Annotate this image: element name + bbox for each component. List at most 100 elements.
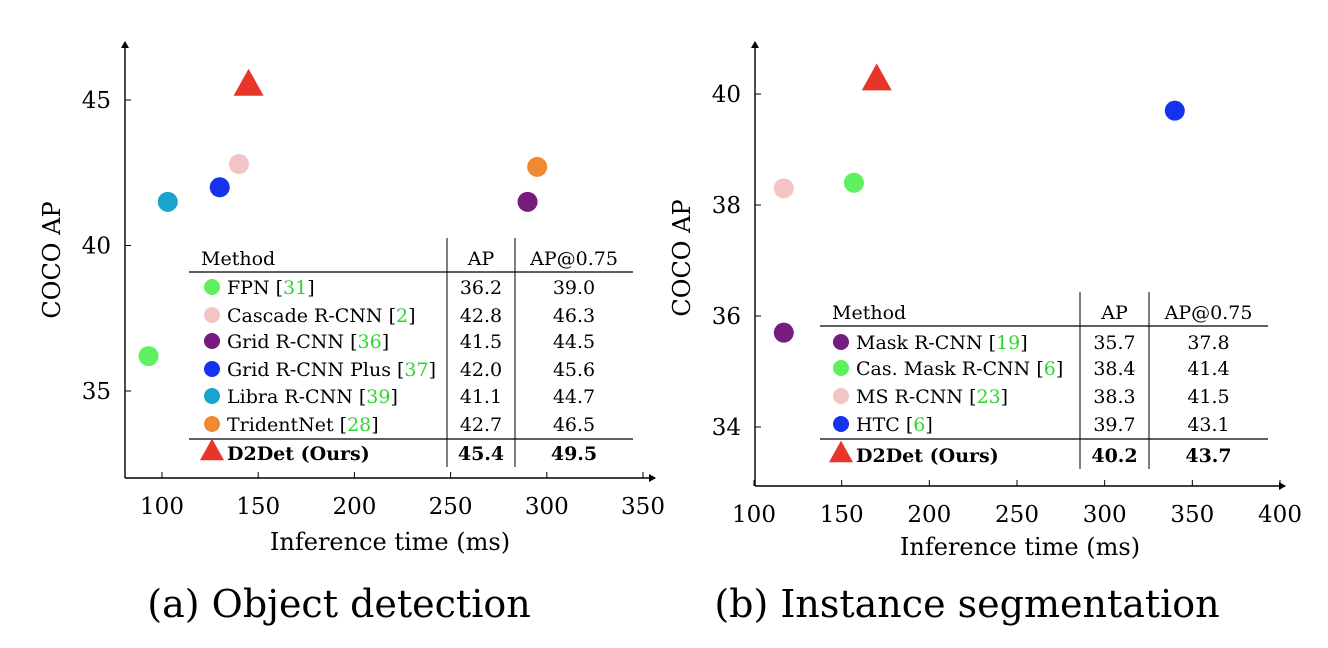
citation-ref: 31 — [283, 277, 307, 299]
table-ap75-value: 45.6 — [553, 359, 595, 381]
table-ap-value: 36.2 — [460, 277, 502, 299]
method-name-text: Grid R-CNN Plus — [227, 359, 391, 381]
table-header-ap: AP — [1100, 302, 1128, 324]
table-ap-value: 42.0 — [460, 359, 502, 381]
table-header-method: Method — [201, 248, 275, 270]
legend-circle-icon — [204, 307, 220, 323]
table-row: TridentNet [28] 42.7 46.5 — [204, 414, 595, 436]
chart-panel-a: 100 150 200 250 300 350 35 40 45 COCO AP Inference… — [38, 41, 665, 626]
method-name-text: TridentNet — [227, 414, 334, 436]
legend-table: Method AP AP@0.75 Mask R-CNN [19] 35.7 37.8 Ca… — [820, 290, 1268, 469]
x-axis-label: Inference time (ms) — [270, 528, 510, 556]
x-tick-label: 200 — [907, 502, 951, 528]
table-method-name: Cas. Mask R-CNN [6] — [856, 358, 1063, 380]
y-tick-label: 38 — [712, 193, 741, 219]
y-tick-label: 45 — [82, 88, 111, 114]
data-point — [209, 177, 230, 198]
citation-open: [ — [963, 386, 976, 408]
data-point — [157, 191, 178, 212]
x-tick-label: 350 — [621, 494, 665, 520]
citation-ref: 6 — [913, 414, 925, 436]
y-tick-label: 35 — [82, 379, 111, 405]
legend-circle-icon — [204, 416, 220, 432]
method-name-text: Cas. Mask R-CNN — [856, 358, 1030, 380]
table-method-name: Grid R-CNN Plus [37] — [227, 359, 436, 381]
legend-circle-icon — [833, 416, 849, 432]
x-tick-label: 150 — [236, 494, 280, 520]
data-point — [1164, 100, 1185, 121]
table-ap-value: 38.4 — [1093, 358, 1135, 380]
table-ap75-value: 43.7 — [1185, 445, 1231, 467]
citation-open: [ — [270, 277, 283, 299]
citation-ref: 37 — [404, 359, 428, 381]
legend-circle-icon — [204, 361, 220, 377]
table-method-name: Mask R-CNN [19] — [856, 332, 1028, 354]
citation-close: ] — [1001, 386, 1008, 408]
y-axis-label: COCO AP — [668, 199, 696, 316]
data-point — [228, 154, 249, 175]
legend-table-background — [189, 236, 633, 467]
x-tick-label: 350 — [1170, 502, 1214, 528]
table-method-name: FPN [31] — [227, 277, 315, 299]
table-ap75-value: 49.5 — [551, 443, 597, 465]
data-point — [843, 172, 864, 193]
table-ap75-value: 39.0 — [553, 277, 595, 299]
data-point — [773, 178, 794, 199]
method-name-text: Mask R-CNN — [856, 332, 983, 354]
citation-ref: 6 — [1044, 358, 1056, 380]
table-row: Grid R-CNN Plus [37] 42.0 45.6 — [204, 359, 595, 381]
citation-close: ] — [429, 359, 436, 381]
method-name-text: HTC — [856, 414, 900, 436]
citation-close: ] — [371, 414, 378, 436]
method-name-text: D2Det (Ours) — [856, 445, 999, 467]
legend-circle-icon — [833, 334, 849, 350]
x-tick-label: 100 — [140, 494, 184, 520]
data-point-triangle — [233, 68, 264, 96]
table-row: Libra R-CNN [39] 41.1 44.7 — [204, 386, 595, 408]
legend-circle-icon — [833, 360, 849, 376]
data-point-triangle — [861, 63, 892, 91]
citation-open: [ — [391, 359, 404, 381]
table-ap-value: 38.3 — [1093, 386, 1135, 408]
chart-caption: (b) Instance segmentation — [714, 582, 1219, 626]
table-row: MS R-CNN [23] 38.3 41.5 — [833, 386, 1230, 408]
method-name-text: Libra R-CNN — [227, 386, 353, 408]
citation-ref: 19 — [996, 332, 1020, 354]
method-name-text: MS R-CNN — [856, 386, 963, 408]
data-point — [527, 156, 548, 177]
citation-open: [ — [353, 386, 366, 408]
table-method-name: Grid R-CNN [36] — [227, 331, 389, 353]
citation-ref: 28 — [347, 414, 371, 436]
data-point — [138, 346, 159, 367]
legend-table: Method AP AP@0.75 FPN [31] 36.2 39.0 Cascade R… — [189, 236, 633, 467]
table-row: Grid R-CNN [36] 41.5 44.5 — [204, 331, 595, 353]
table-row: D2Det (Ours) 40.2 43.7 — [829, 440, 1232, 467]
legend-circle-icon — [204, 279, 220, 295]
table-ap75-value: 46.3 — [553, 305, 595, 327]
data-point — [517, 191, 538, 212]
table-header-ap75: AP@0.75 — [1164, 302, 1253, 324]
method-name-text: D2Det (Ours) — [227, 443, 370, 465]
x-tick-label: 250 — [429, 494, 473, 520]
table-ap75-value: 41.4 — [1187, 358, 1229, 380]
legend-triangle-icon — [829, 440, 853, 463]
method-name-text: Cascade R-CNN — [227, 305, 383, 327]
table-ap-value: 41.1 — [460, 386, 502, 408]
citation-close: ] — [390, 386, 397, 408]
table-method-name: D2Det (Ours) — [227, 443, 370, 465]
citation-ref: 36 — [358, 331, 382, 353]
table-ap75-value: 44.5 — [553, 331, 595, 353]
table-ap-value: 45.4 — [458, 443, 504, 465]
citation-ref: 23 — [976, 386, 1000, 408]
table-row: Cas. Mask R-CNN [6] 38.4 41.4 — [833, 358, 1230, 380]
table-header-method: Method — [832, 302, 906, 324]
x-tick-label: 150 — [820, 502, 864, 528]
citation-open: [ — [983, 332, 996, 354]
legend-circle-icon — [204, 333, 220, 349]
table-ap-value: 42.8 — [460, 305, 502, 327]
table-row: Mask R-CNN [19] 35.7 37.8 — [833, 332, 1230, 354]
legend-triangle-icon — [200, 438, 224, 461]
y-tick-label: 40 — [82, 234, 111, 260]
citation-open: [ — [900, 414, 913, 436]
